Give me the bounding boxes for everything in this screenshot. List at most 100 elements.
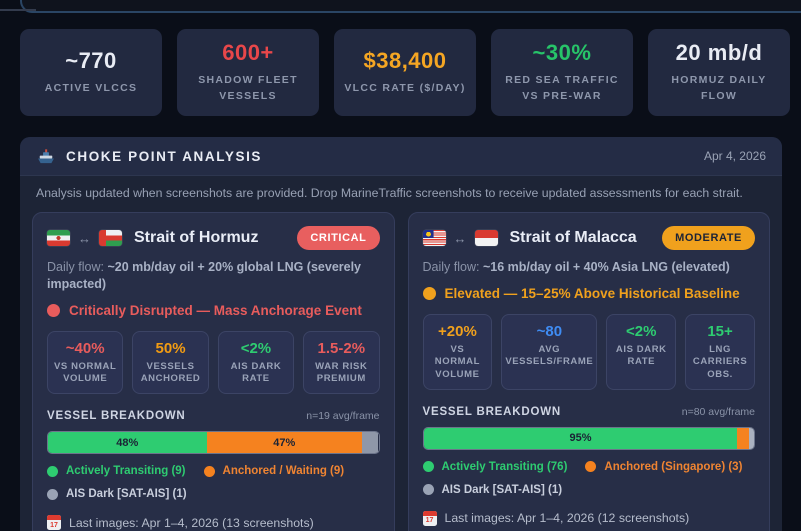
bar-segment: 95% xyxy=(423,427,738,449)
flag-icon-b xyxy=(99,230,122,246)
vessel-breakdown-bar: 48% 47% xyxy=(47,431,380,455)
bar-segment: 48% xyxy=(48,432,207,454)
legend-item: AIS Dark [SAT-AIS] (1) xyxy=(47,488,187,500)
breakdown-title: VESSEL BREAKDOWN xyxy=(422,405,561,418)
status-line: Critically Disrupted — Mass Anchorage Ev… xyxy=(47,303,380,318)
section-description: Analysis updated when screenshots are pr… xyxy=(36,186,743,200)
stat-value: <2% xyxy=(240,339,272,357)
kpi-value: 20 mb/d xyxy=(675,40,763,66)
legend-row-2: AIS Dark [SAT-AIS] (1) xyxy=(47,488,380,500)
stat-grid: ~40% VS NORMAL VOLUME 50% VESSELS ANCHOR… xyxy=(47,330,380,395)
ship-icon xyxy=(36,146,56,166)
risk-level-badge: CRITICAL xyxy=(297,226,380,250)
legend-row-1: Actively Transiting (9) Anchored / Waiti… xyxy=(47,465,380,477)
stat-label: VS NORMAL VOLUME xyxy=(434,343,481,380)
breakdown-sample-size: n=80 avg/frame xyxy=(681,405,755,418)
strait-header: ↔ Strait of Malacca MODERATE xyxy=(422,226,755,250)
bar-segment: 47% xyxy=(206,432,362,454)
stat-box: ~80 AVG VESSELS/FRAME xyxy=(501,313,598,390)
vessel-breakdown-bar: 95% xyxy=(422,426,755,450)
bar-segment xyxy=(749,427,754,449)
stat-box: +20% VS NORMAL VOLUME xyxy=(422,313,493,390)
stat-box: 15+ LNG CARRIERS OBS. xyxy=(685,313,755,390)
breakdown-sample-size: n=19 avg/frame xyxy=(306,410,380,423)
stat-label: VESSELS ANCHORED xyxy=(140,360,201,385)
last-images-text: Last images: Apr 1–4, 2026 (13 screensho… xyxy=(69,515,314,530)
strait-title: Strait of Hormuz xyxy=(134,229,259,246)
status-dot-icon xyxy=(422,286,436,300)
daily-flow-value: ~20 mb/day oil + 20% global LNG (severel… xyxy=(47,260,362,291)
daily-flow: Daily flow: ~16 mb/day oil + 40% Asia LN… xyxy=(423,259,756,276)
breakdown-header: VESSEL BREAKDOWN n=80 avg/frame xyxy=(423,406,756,418)
kpi-value: ~770 xyxy=(65,48,117,74)
kpi-card: ~30% RED SEA TRAFFIC VS PRE-WAR xyxy=(491,29,633,116)
strait-panels: ↔ Strait of Hormuz CRITICAL Daily flow: … xyxy=(20,200,782,531)
legend-item: Actively Transiting (76) xyxy=(422,460,568,473)
section-header: CHOKE POINT ANALYSIS Apr 4, 2026 xyxy=(20,137,782,176)
status-text: Elevated — 15–25% Above Historical Basel… xyxy=(444,285,740,301)
strait-panel: ↔ Strait of Hormuz CRITICAL Daily flow: … xyxy=(32,212,395,531)
legend-item: Anchored (Singapore) (3) xyxy=(585,461,742,473)
last-images-row: Last images: Apr 1–4, 2026 (12 screensho… xyxy=(422,510,756,526)
daily-flow-value: ~16 mb/day oil + 40% Asia LNG (elevated) xyxy=(482,260,730,274)
legend-dot-icon xyxy=(422,461,434,473)
legend-row-2: AIS Dark [SAT-AIS] (1) xyxy=(422,484,756,496)
breakdown-title: VESSEL BREAKDOWN xyxy=(47,410,186,423)
stat-box: <2% AIS DARK RATE xyxy=(606,313,677,390)
legend-item: AIS Dark [SAT-AIS] (1) xyxy=(422,484,562,496)
kpi-value: 600+ xyxy=(222,40,274,66)
strait-title: Strait of Malacca xyxy=(509,229,637,246)
kpi-card: ~770 ACTIVE VLCCS xyxy=(20,29,162,116)
kpi-label: SHADOW FLEET VESSELS xyxy=(198,74,298,102)
kpi-row: ~770 ACTIVE VLCCS 600+ SHADOW FLEET VESS… xyxy=(20,29,790,116)
last-images-row: Last images: Apr 1–4, 2026 (13 screensho… xyxy=(47,515,380,531)
kpi-label: RED SEA TRAFFIC VS PRE-WAR xyxy=(505,74,619,102)
stat-box: <2% AIS DARK RATE xyxy=(217,330,295,395)
stat-label: AIS DARK RATE xyxy=(615,343,667,368)
kpi-card: 600+ SHADOW FLEET VESSELS xyxy=(177,29,319,116)
legend-dot-icon xyxy=(47,488,58,500)
stat-label: WAR RISK PREMIUM xyxy=(315,360,368,385)
flag-icon-a xyxy=(47,230,70,246)
kpi-value: ~30% xyxy=(532,40,592,66)
last-images-text: Last images: Apr 1–4, 2026 (12 screensho… xyxy=(444,511,690,526)
stat-value: ~40% xyxy=(65,339,105,357)
calendar-icon xyxy=(422,510,437,526)
legend-text: Actively Transiting (9) xyxy=(66,465,186,478)
risk-level-badge: MODERATE xyxy=(662,226,755,250)
stat-grid: +20% VS NORMAL VOLUME ~80 AVG VESSELS/FR… xyxy=(422,313,756,390)
stat-value: ~80 xyxy=(536,322,563,340)
flag-icon-b xyxy=(474,230,498,246)
swap-arrow-icon: ↔ xyxy=(78,230,91,246)
swap-arrow-icon: ↔ xyxy=(453,230,467,246)
legend-text: Actively Transiting (76) xyxy=(441,460,568,473)
stat-value: 15+ xyxy=(707,322,733,340)
stat-box: 50% VESSELS ANCHORED xyxy=(132,330,209,395)
kpi-label: ACTIVE VLCCS xyxy=(44,82,138,95)
stat-value: +20% xyxy=(438,322,477,340)
legend-item: Actively Transiting (9) xyxy=(47,465,186,477)
legend-dot-icon xyxy=(585,461,597,473)
flag-icon-a xyxy=(422,230,446,246)
kpi-card: 20 mb/d HORMUZ DAILY FLOW xyxy=(648,29,790,116)
stat-label: AVG VESSELS/FRAME xyxy=(505,343,594,368)
strait-panel: ↔ Strait of Malacca MODERATE Daily flow:… xyxy=(407,212,770,531)
section-title: CHOKE POINT ANALYSIS xyxy=(66,148,263,164)
legend-dot-icon xyxy=(203,465,215,477)
stat-value: 50% xyxy=(155,339,186,357)
stat-value: 1.5-2% xyxy=(317,339,366,357)
calendar-icon xyxy=(47,515,61,531)
kpi-label: HORMUZ DAILY FLOW xyxy=(671,74,767,102)
stat-label: VS NORMAL VOLUME xyxy=(53,360,117,385)
strait-header: ↔ Strait of Hormuz CRITICAL xyxy=(47,226,380,250)
cut-off-edge-line xyxy=(0,9,36,11)
status-text: Critically Disrupted — Mass Anchorage Ev… xyxy=(69,302,362,318)
stat-box: ~40% VS NORMAL VOLUME xyxy=(47,330,124,395)
breakdown-header: VESSEL BREAKDOWN n=19 avg/frame xyxy=(47,410,380,422)
stat-label: AIS DARK RATE xyxy=(230,360,282,385)
kpi-card: $38,400 VLCC RATE ($/DAY) xyxy=(334,29,476,116)
section-date: Apr 4, 2026 xyxy=(703,149,766,163)
legend-text: AIS Dark [SAT-AIS] (1) xyxy=(66,488,187,501)
legend-dot-icon xyxy=(47,465,58,477)
status-dot-icon xyxy=(47,303,60,317)
